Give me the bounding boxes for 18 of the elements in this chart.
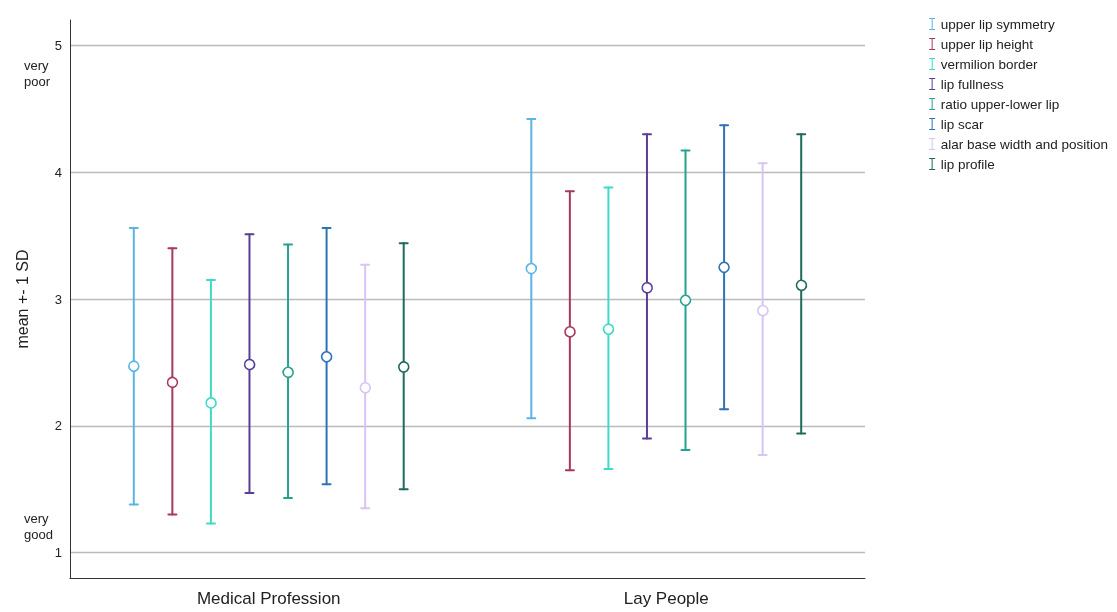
legend-label: upper lip symmetry (940, 16, 1055, 32)
legend-label: upper lip height (940, 36, 1034, 52)
legend-label: lip fullness (940, 76, 1004, 92)
legend-label: vermilion border (940, 56, 1038, 72)
text: very poor (24, 57, 53, 89)
text: very good (24, 511, 53, 543)
legend-label: ratio upper-lower lip (940, 96, 1060, 112)
legend-label: lip scar (940, 116, 984, 132)
y-tick-label: 3 (54, 291, 62, 307)
y-tick-label: 1 (54, 545, 62, 561)
legend-label: alar base width and position (940, 136, 1108, 152)
y-tick-label: 2 (54, 418, 62, 434)
y-axis-title: mean +- 1 SD (13, 249, 31, 349)
y-tick-label: 5 (54, 37, 62, 53)
y-tick-label: 4 (54, 164, 62, 180)
legend-label: lip profile (940, 156, 995, 172)
x-tick-label: Medical Profession (196, 589, 341, 608)
x-tick-label: Lay People (623, 589, 709, 608)
